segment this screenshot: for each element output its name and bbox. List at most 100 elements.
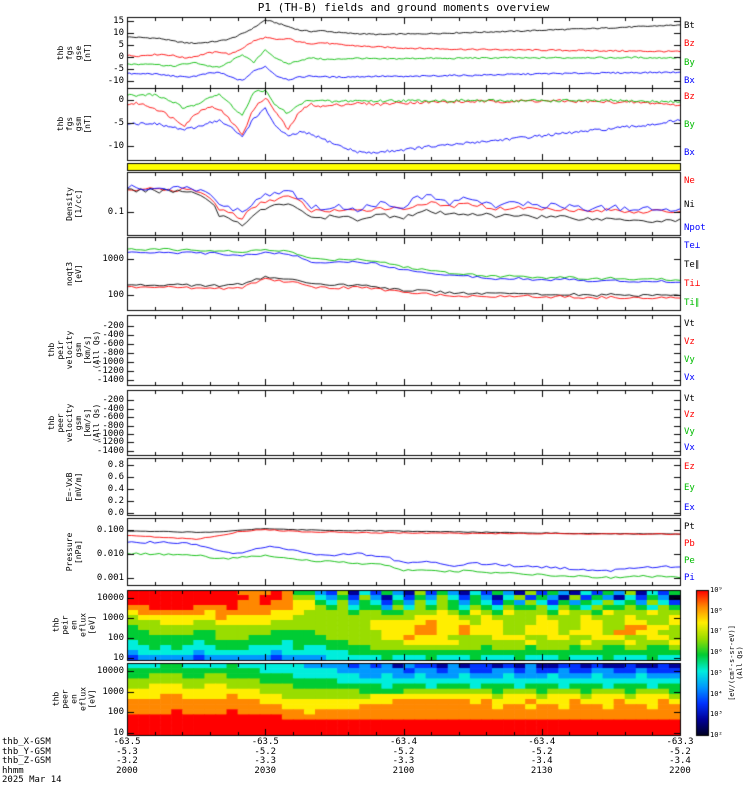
y-tick-label: 0.0 [107,507,124,518]
trace-label: Npot [684,223,706,233]
y-tick-label: -200 [102,395,124,406]
bottom-row-value: -63.4 [528,737,556,747]
colorbar-tick-label: 10⁷ [710,627,723,636]
y-tick-label: 15 [113,15,124,26]
axis-label-line: en [69,620,79,630]
y-tick-label: 100 [107,633,124,644]
y-tick-label: 1000 [102,253,124,264]
y-tick-label: 10 [113,653,124,664]
y-tick-label: -200 [102,321,124,332]
axis-label-line: Pressure [65,532,74,571]
bottom-row-value: 2000 [116,765,138,776]
bottom-row-header: thb_Z-GSM [2,756,51,766]
bottom-row-value: -3.3 [254,756,277,766]
trace-label: By [684,57,695,68]
bottom-row-header: thb_X-GSM [2,737,51,747]
bottom-row-value: 2130 [530,765,553,776]
trace-label: Ni [684,199,695,210]
bottom-row-value: -63.3 [666,737,694,747]
trace-label: Ne [684,176,695,186]
y-tick-label: -1200 [96,437,124,448]
bottom-row-value: -3.4 [669,756,691,766]
trace-label: By [684,120,695,130]
axis-label-line: [1/cc] [74,189,83,218]
bottom-row-value: 2030 [254,765,277,776]
y-tick-label: 0.001 [96,572,124,583]
y-tick-label: -400 [102,330,124,341]
y-tick-label: 100 [107,290,124,301]
y-tick-label: 0.1 [107,206,124,217]
trace-label: Vx [684,373,695,383]
trace-label: Pi [684,573,695,583]
colorbar-tick-label: 10⁵ [710,668,723,677]
axis-label-line: peir [60,615,70,635]
y-tick-label: 10000 [96,666,124,677]
bottom-row-value: -63.4 [389,737,418,747]
y-tick-label: 0.4 [107,483,124,494]
axis-left-label-efield: E=-VxB [mV/m] [65,472,83,501]
axis-label-line: gsm [74,415,83,430]
bottom-row-value: -3.2 [116,756,138,766]
trace-label: Ey [684,482,695,493]
axis-label-line: gsm [74,116,83,132]
y-tick-label: -800 [102,420,124,431]
y-tick-label: -10 [107,141,124,152]
axis-label-line: peer [56,412,65,433]
colorbar-tick-label: 10⁴ [710,689,723,698]
y-tick-label: -600 [102,339,124,350]
bottom-row-value: -3.3 [392,756,415,766]
trace-label: Vz [684,410,695,421]
bottom-row-value: -5.2 [392,746,415,757]
y-tick-label: -1000 [96,357,124,368]
axis-label-line: Density [65,186,74,221]
plot-title: P1 (TH-B) fields and ground moments over… [257,1,550,14]
colorbar-unit-label: [eV/(cm²-s-sr-eV)] (All Qs) [728,625,744,701]
axis-label-line: fgs [65,116,74,132]
axis-label-line: (All Qs) [736,645,744,680]
axis-label-line: thb [51,691,61,707]
trace-label: Bz [684,39,695,50]
axis-label-line: thb [56,116,65,132]
trace-label: Bx [684,148,695,158]
trace-label: Vx [684,443,695,453]
y-tick-label: -600 [102,412,124,423]
trace-label: Ez [684,462,695,472]
colorbar-tick-label: 10⁶ [710,648,723,657]
trace-label: Bz [684,92,695,102]
y-tick-label: 0 [118,51,124,62]
trace-label: Te∥ [684,260,700,270]
axis-label-line: E=-VxB [65,472,74,501]
y-tick-label: -1200 [96,366,124,377]
axis-label-line: peer [60,689,70,709]
axis-label-line: [nPa] [74,539,83,564]
colorbar-tick-label: 10³ [710,710,723,719]
y-tick-label: 0 [118,94,124,105]
y-tick-label: 100 [107,707,124,718]
axis-label-line: thb [47,415,56,430]
y-tick-label: 0.8 [107,460,124,471]
y-tick-label: 10000 [96,592,124,603]
bottom-row-header: thb_Y-GSM [2,746,51,757]
y-tick-label: -10 [107,75,124,86]
colorbar-tick-label: 10⁸ [710,606,723,615]
trace-label: Pb [684,539,695,549]
y-tick-label: -1400 [96,445,124,456]
bottom-row-value: -63.5 [113,737,141,747]
axis-label-line: en [69,694,79,704]
axis-label-line: noqt3 [65,261,74,286]
axis-label-line: velocity [65,330,74,370]
axis-label-line: gsm [74,342,83,358]
y-tick-label: 0.2 [107,495,124,506]
bottom-row-value: -3.4 [530,756,553,766]
bottom-row-value: 2100 [392,765,415,776]
trace-label: Vy [684,426,695,437]
y-tick-label: -1400 [96,375,124,386]
y-tick-label: -1000 [96,429,124,440]
trace-label: Pe [684,556,695,566]
axis-label-line: thb [51,617,61,633]
trace-label: Bt [684,21,695,31]
trace-label: Vt [684,319,695,329]
trace-label: Vt [684,394,695,404]
